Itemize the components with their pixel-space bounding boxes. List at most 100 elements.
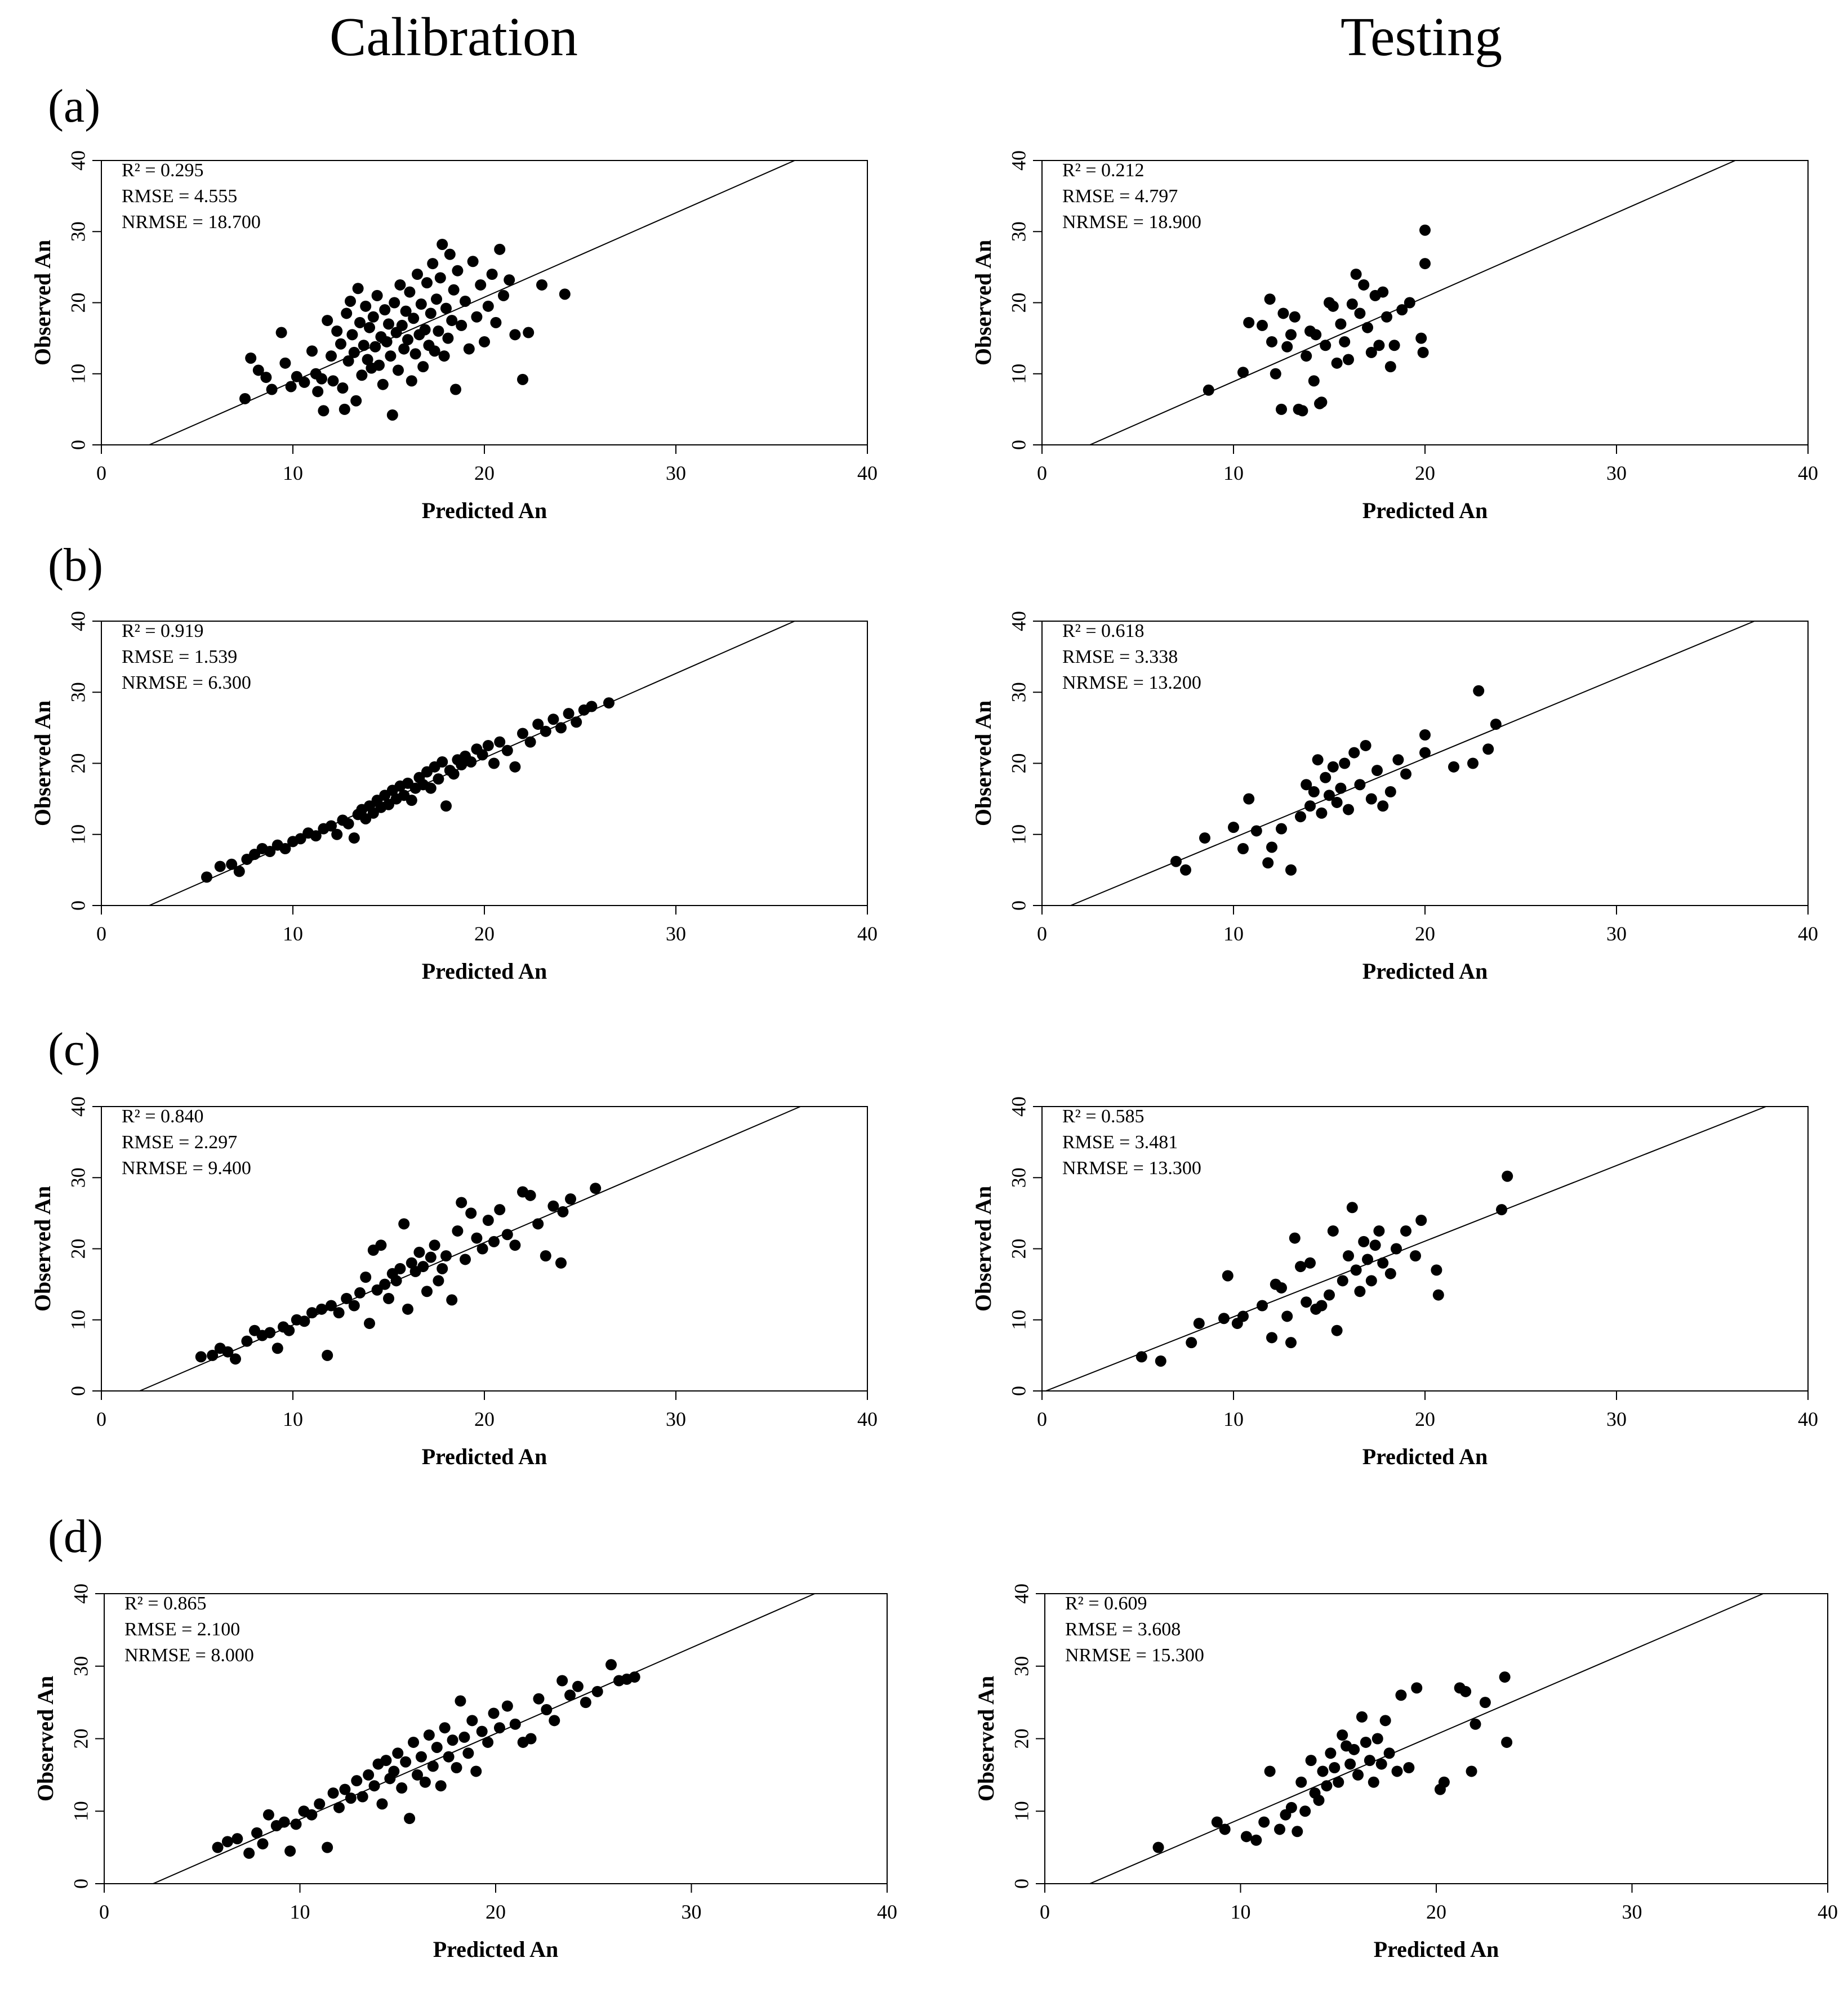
data-point <box>1211 1816 1223 1828</box>
data-point <box>371 289 383 301</box>
data-point <box>402 1303 413 1315</box>
data-point <box>509 761 521 773</box>
data-point <box>451 1762 462 1773</box>
scatter-plot-3: 0 10 20 30 40 0 10 20 30 40 Predicted An Observed A… <box>30 611 878 984</box>
y-tick-label: 10 <box>1007 824 1030 845</box>
data-point <box>264 1327 276 1339</box>
data-point <box>390 1275 402 1287</box>
data-point <box>278 1816 290 1828</box>
data-point <box>1365 1275 1377 1287</box>
y-tick-label: 30 <box>1007 682 1030 702</box>
data-point <box>460 1254 471 1265</box>
data-point <box>1346 298 1358 310</box>
data-point <box>1316 1300 1328 1312</box>
data-point <box>1371 765 1383 777</box>
stat-label: R² = 0.865 <box>124 1593 207 1614</box>
data-point <box>465 1207 477 1219</box>
x-tick-label: 0 <box>1037 922 1047 945</box>
data-point <box>1419 729 1431 741</box>
data-point <box>214 860 226 872</box>
x-tick-label: 30 <box>1622 1901 1642 1923</box>
row-label-a: (a) <box>48 80 101 132</box>
data-point <box>283 1324 295 1336</box>
data-point <box>448 284 460 296</box>
data-point <box>1343 804 1354 815</box>
data-point <box>1320 771 1332 783</box>
data-point <box>264 846 276 858</box>
data-point <box>1222 1270 1234 1282</box>
testing-column-title: Testing <box>1341 7 1503 68</box>
x-tick-label: 20 <box>1426 1901 1446 1923</box>
data-point <box>1297 405 1308 417</box>
stat-label: R² = 0.295 <box>122 160 204 181</box>
data-point <box>398 343 410 355</box>
data-point <box>230 1353 241 1365</box>
data-point <box>433 1275 444 1287</box>
data-point <box>442 332 454 344</box>
data-point <box>364 322 375 333</box>
data-point <box>490 316 502 328</box>
x-axis-title: Predicted An <box>433 1937 559 1962</box>
data-point <box>342 355 354 367</box>
data-point <box>221 1836 233 1848</box>
data-point <box>326 350 337 362</box>
data-point <box>458 1731 470 1743</box>
data-point <box>1237 367 1249 378</box>
stat-label: NRMSE = 9.400 <box>122 1158 251 1179</box>
calibration-column-title: Calibration <box>329 7 578 68</box>
data-point <box>1431 1264 1442 1276</box>
x-tick-label: 30 <box>666 462 686 484</box>
data-point <box>1325 1747 1337 1759</box>
y-axis-title: Observed An <box>970 1186 996 1312</box>
data-point <box>476 1725 488 1737</box>
x-tick-label: 20 <box>1415 922 1435 945</box>
data-point <box>1317 1765 1329 1777</box>
y-tick-label: 20 <box>66 1239 89 1259</box>
data-point <box>1339 757 1351 769</box>
data-point <box>452 265 464 276</box>
data-point <box>1396 304 1408 316</box>
data-point <box>1403 1762 1415 1773</box>
data-point <box>525 1733 537 1745</box>
stat-label: RMSE = 2.297 <box>122 1132 237 1153</box>
data-point <box>431 1741 443 1753</box>
data-point <box>482 1736 494 1748</box>
data-point <box>1301 1296 1312 1308</box>
data-point <box>284 1845 296 1857</box>
data-point <box>262 1809 274 1821</box>
data-point <box>345 1792 357 1804</box>
data-point <box>1135 1351 1147 1363</box>
data-point <box>400 305 412 317</box>
x-tick-label: 10 <box>1223 922 1244 945</box>
y-axis-title: Observed An <box>970 240 996 365</box>
fit-line <box>138 1107 802 1391</box>
data-point <box>367 311 379 323</box>
data-point <box>306 1809 318 1821</box>
data-point <box>351 1775 363 1787</box>
data-point <box>1329 1762 1341 1773</box>
y-tick-label: 0 <box>1007 1386 1030 1396</box>
data-point <box>555 722 567 734</box>
data-point <box>1228 822 1239 833</box>
data-point <box>396 319 408 331</box>
data-point <box>322 1349 333 1361</box>
data-point <box>1331 357 1343 369</box>
data-point <box>1310 329 1322 341</box>
data-point <box>333 1307 345 1319</box>
data-point <box>415 1751 427 1763</box>
data-point <box>1499 1671 1511 1683</box>
data-point <box>1266 1332 1277 1344</box>
x-axis-title: Predicted An <box>1362 1444 1488 1469</box>
data-point <box>493 1722 505 1734</box>
x-tick-label: 10 <box>283 462 303 484</box>
data-point <box>565 1193 576 1205</box>
data-point <box>471 311 483 323</box>
data-point <box>467 256 479 267</box>
data-point <box>348 832 360 844</box>
data-point <box>455 1695 466 1707</box>
data-point <box>1257 319 1268 331</box>
x-tick-label: 0 <box>1037 1408 1047 1430</box>
data-point <box>195 1351 207 1363</box>
stat-label: NRMSE = 6.300 <box>122 672 251 693</box>
data-point <box>1362 1254 1373 1265</box>
